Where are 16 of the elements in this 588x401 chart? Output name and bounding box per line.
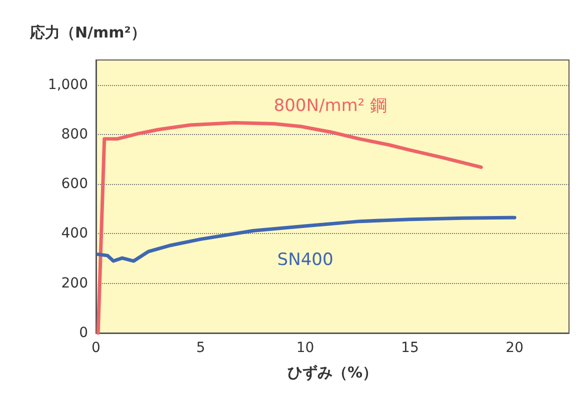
y-tick-label: 600 (61, 176, 88, 192)
series-label: 800N/mm² 鋼 (274, 96, 388, 116)
y-tick-label: 1,000 (48, 76, 88, 93)
x-axis-title: ひずみ（%） (287, 364, 378, 382)
x-tick-label: 5 (196, 340, 206, 356)
line-series (96, 121, 483, 335)
y-axis-title: 応力（N/mm²） (29, 24, 146, 42)
y-tick-label: 400 (61, 226, 88, 242)
y-tick-label: 0 (79, 325, 88, 341)
y-tick-label: 200 (61, 275, 88, 292)
x-tick-label: 15 (401, 340, 419, 356)
x-tick-label: 20 (506, 340, 524, 356)
x-tick-label: 10 (296, 340, 314, 356)
y-tick-label: 800 (61, 126, 88, 142)
series-label: SN400 (277, 250, 334, 270)
x-tick-label: 0 (92, 340, 100, 356)
